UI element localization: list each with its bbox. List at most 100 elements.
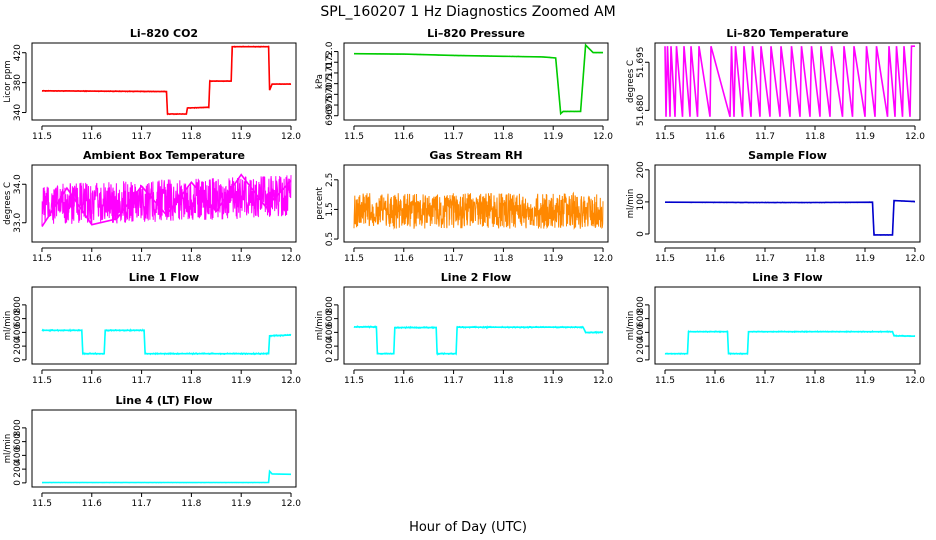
x-tick-label: 11.8 <box>181 376 201 386</box>
y-tick-label: 2.5 <box>325 173 335 187</box>
x-tick-label: 11.6 <box>705 132 725 142</box>
x-tick-label: 11.8 <box>181 132 201 142</box>
series-line-pressure <box>353 43 603 116</box>
y-axis-label: Licor ppm <box>3 60 13 102</box>
x-tick-label: 11.7 <box>132 376 152 386</box>
plot-frame <box>343 164 609 243</box>
series-line-co2 <box>41 45 291 115</box>
y-tick-label: 1.5 <box>325 202 335 216</box>
series-noise-line1 <box>41 328 292 356</box>
panel-title: Li–820 CO2 <box>130 27 198 40</box>
series-line-line1 <box>42 329 292 355</box>
x-tick-label: 12.0 <box>281 376 301 386</box>
panel-title: Line 2 Flow <box>441 271 511 284</box>
plot-frame <box>654 42 921 121</box>
plot-frame <box>31 42 297 121</box>
y-tick-label: 0.5 <box>325 232 335 246</box>
plot-frame <box>31 409 297 488</box>
y-tick-label: 600 <box>13 310 23 327</box>
panel-title: Line 4 (LT) Flow <box>116 394 213 407</box>
y-axis-label: ml/min <box>626 311 636 341</box>
x-tick-label: 11.7 <box>755 254 775 264</box>
y-tick-label: 0 <box>636 231 646 237</box>
y-axis-label: degrees C <box>3 182 13 225</box>
x-tick-label: 12.0 <box>593 132 613 142</box>
plot-frame <box>31 286 297 365</box>
y-tick-label: 800 <box>636 296 646 313</box>
series-noise-sample_flow <box>665 199 916 236</box>
panel-title: Line 1 Flow <box>129 271 199 284</box>
x-tick-label: 11.9 <box>543 132 563 142</box>
panel-line4: Line 4 (LT) Flow 11.5 11.6 11.7 11.8 11.9 12.0… <box>3 394 301 509</box>
x-tick-label: 11.8 <box>181 499 201 509</box>
x-tick-label: 11.9 <box>543 376 563 386</box>
y-tick-label: 70.0 <box>325 84 335 104</box>
x-tick-label: 11.6 <box>82 254 102 264</box>
x-tick-label: 11.8 <box>805 132 825 142</box>
plot-frame <box>654 164 921 243</box>
y-tick-label: 51.695 <box>636 47 646 79</box>
y-axis-label: degrees C <box>626 60 636 103</box>
y-axis-label: kPa <box>315 74 325 89</box>
x-tick-label: 11.5 <box>344 132 364 142</box>
x-tick-label: 11.5 <box>32 254 52 264</box>
panel-sample_flow: Sample Flow 11.5 11.6 11.7 11.8 11.9 12.0 0 100 2… <box>626 149 925 264</box>
y-axis-label: ml/min <box>315 311 325 341</box>
y-tick-label: 0 <box>13 357 23 363</box>
x-tick-label: 11.6 <box>705 254 725 264</box>
series-line-sample_flow <box>664 199 916 236</box>
x-tick-label: 11.6 <box>394 376 414 386</box>
x-tick-label: 12.0 <box>281 499 301 509</box>
y-tick-label: 51.680 <box>636 94 646 126</box>
y-tick-label: 100 <box>636 193 646 210</box>
series-noise-line2 <box>353 325 604 357</box>
x-tick-label: 11.7 <box>444 132 464 142</box>
x-tick-label: 11.6 <box>705 376 725 386</box>
x-tick-label: 11.7 <box>132 499 152 509</box>
y-tick-label: 200 <box>636 161 646 178</box>
y-tick-label: 71.5 <box>325 52 335 72</box>
y-tick-label: 33.0 <box>13 212 23 232</box>
panel-licor_temp: Li–820 Temperature 11.5 11.6 11.7 11.8 11.9 12… <box>626 27 925 142</box>
x-tick-label: 11.5 <box>32 132 52 142</box>
plot-frame <box>31 164 297 243</box>
x-tick-label: 12.0 <box>905 132 925 142</box>
panel-title: Li–820 Pressure <box>427 27 525 40</box>
x-tick-label: 12.0 <box>905 376 925 386</box>
series-line-line3 <box>665 330 916 355</box>
x-tick-label: 11.5 <box>344 376 364 386</box>
x-tick-label: 11.5 <box>655 376 675 386</box>
x-tick-label: 11.8 <box>493 376 513 386</box>
y-axis-label: ml/min <box>626 189 636 219</box>
series-line-line4 <box>42 469 292 484</box>
y-tick-label: 400 <box>13 324 23 341</box>
plot-frame <box>343 42 609 121</box>
y-tick-label: 0 <box>636 357 646 363</box>
x-tick-label: 11.6 <box>394 254 414 264</box>
x-tick-label: 11.7 <box>444 254 464 264</box>
x-tick-label: 11.6 <box>82 376 102 386</box>
x-tick-label: 11.8 <box>181 254 201 264</box>
y-tick-label: 200 <box>636 337 646 354</box>
x-tick-label: 11.9 <box>855 132 875 142</box>
x-tick-label: 11.7 <box>444 376 464 386</box>
x-tick-label: 11.8 <box>493 254 513 264</box>
y-tick-label: 71.0 <box>325 63 335 83</box>
panel-ambient_temp: Ambient Box Temperature 11.5 11.6 11.7 11.8 1… <box>3 149 301 264</box>
x-tick-label: 11.7 <box>755 132 775 142</box>
y-tick-label: 400 <box>13 447 23 464</box>
series-noise-line4 <box>42 470 291 484</box>
x-tick-label: 12.0 <box>281 254 301 264</box>
y-tick-label: 0 <box>13 480 23 486</box>
y-tick-label: 600 <box>636 310 646 327</box>
y-tick-label: 600 <box>13 433 23 450</box>
y-tick-label: 400 <box>325 324 335 341</box>
x-tick-label: 11.9 <box>543 254 563 264</box>
series-noise-pressure <box>354 43 604 116</box>
y-tick-label: 400 <box>636 324 646 341</box>
series-noise-line3 <box>664 329 916 356</box>
x-tick-label: 11.9 <box>231 132 251 142</box>
y-tick-label: 200 <box>325 337 335 354</box>
series-line-line2 <box>354 326 603 355</box>
x-tick-label: 11.5 <box>655 132 675 142</box>
